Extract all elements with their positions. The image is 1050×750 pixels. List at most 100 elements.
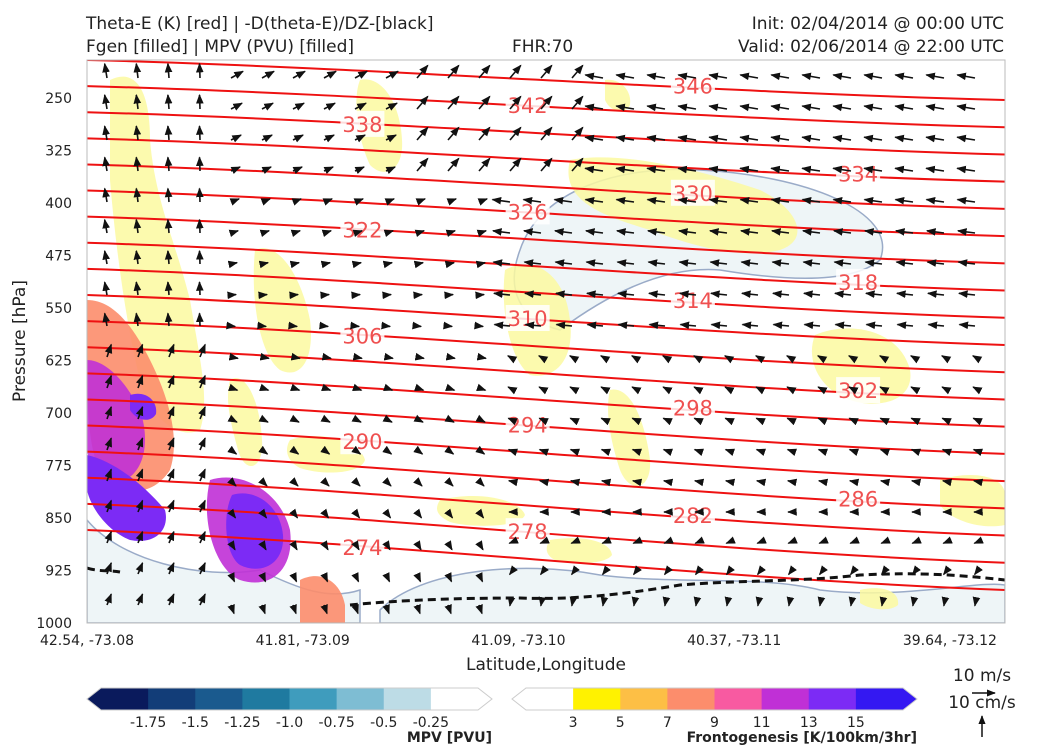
wind-vector — [478, 126, 491, 141]
wind-vector — [167, 406, 175, 420]
wind-vector — [416, 64, 429, 79]
wind-vector — [708, 72, 728, 81]
wind-vector — [351, 540, 360, 551]
wind-vector — [230, 102, 243, 111]
wind-vector — [259, 352, 270, 361]
wind-vector — [321, 352, 332, 361]
wind-vector — [320, 540, 329, 551]
wind-vector — [444, 477, 454, 487]
wind-vector — [290, 229, 301, 238]
theta-e-label-bg — [340, 216, 385, 243]
wind-vector — [291, 198, 302, 206]
theta-e-contour-label: 326 — [508, 200, 548, 224]
wind-vector — [801, 103, 821, 112]
wind-vector — [522, 196, 542, 205]
wind-vector — [910, 386, 921, 395]
wind-vector — [493, 290, 511, 299]
wind-vector — [416, 157, 429, 172]
wind-vector — [102, 62, 110, 79]
wind-vector — [786, 417, 797, 426]
wind-vector — [475, 604, 483, 615]
wind-vector — [166, 593, 175, 606]
wind-vector — [956, 196, 976, 205]
wind-vector — [260, 198, 271, 206]
wind-vector — [540, 157, 553, 172]
wind-vector — [413, 572, 422, 583]
y-axis-label: Pressure [hPa] — [10, 280, 30, 402]
x-tick-label: 41.81, -73.09 — [256, 633, 350, 649]
wind-vector — [477, 198, 488, 206]
wind-vector — [104, 561, 112, 575]
colorbar-tick-label: 5 — [616, 715, 625, 731]
wind-vector — [164, 281, 173, 296]
wind-vector — [197, 593, 206, 606]
y-tick-label: 775 — [45, 459, 72, 475]
colorbar-extend — [87, 688, 101, 710]
frontogenesis-colorbar: 3 5 7 9 11 13 15 — [511, 687, 918, 731]
wind-vector — [351, 260, 363, 269]
wind-vector — [523, 259, 542, 267]
fgen-region — [605, 79, 631, 112]
wind-vector — [569, 386, 580, 395]
wind-vector — [476, 352, 487, 361]
wind-vector — [894, 134, 914, 143]
x-tick-label: 40.37, -73.11 — [687, 633, 781, 649]
wind-vector — [925, 134, 945, 143]
wind-vector — [631, 386, 642, 395]
wind-vector — [415, 198, 426, 206]
wind-vector — [135, 530, 144, 544]
wind-vector — [475, 414, 486, 423]
wind-vector — [413, 477, 423, 487]
wind-vector — [493, 321, 511, 330]
wind-vector — [786, 355, 797, 364]
wind-vector — [631, 417, 642, 426]
wind-vector — [926, 259, 945, 267]
wind-vector — [414, 383, 425, 392]
wind-vector — [524, 321, 542, 330]
wind-vector — [478, 157, 491, 172]
wind-vector — [230, 166, 241, 175]
theta-e-contour-label: 286 — [838, 487, 878, 511]
wind-vector — [444, 604, 452, 615]
wind-vector — [445, 229, 456, 238]
wind-vector — [104, 499, 112, 513]
wind-vector — [133, 281, 142, 296]
theta-e-label-bg — [340, 534, 385, 560]
wind-vector — [351, 414, 362, 423]
wind-vector — [383, 229, 394, 238]
wind-vector — [445, 352, 456, 361]
wind-vector — [648, 290, 666, 299]
wind-vector — [261, 70, 275, 79]
y-tick-label: 325 — [45, 144, 72, 160]
wind-vector — [320, 572, 329, 583]
theta-e-contour-label: 338 — [342, 113, 382, 137]
wind-vector — [739, 196, 759, 205]
wind-vector — [164, 218, 173, 234]
wind-vector — [956, 72, 976, 81]
wind-vector — [229, 198, 240, 206]
wind-vector — [476, 383, 487, 392]
wind-vector — [615, 103, 635, 112]
wind-vector — [648, 321, 666, 330]
theta-e-contour-label: 274 — [342, 536, 382, 560]
wind-vector — [571, 126, 584, 141]
wind-vector — [972, 386, 983, 395]
theta-e-contour-label: 322 — [342, 219, 382, 243]
wind-vector — [540, 126, 553, 141]
wind-vector — [444, 445, 455, 455]
wind-vector — [585, 259, 604, 267]
wind-vector — [646, 134, 666, 143]
wind-vector — [584, 103, 604, 112]
wind-vector — [724, 386, 735, 395]
wind-vector — [292, 102, 305, 111]
wind-vector — [292, 166, 303, 175]
wind-vector — [646, 72, 666, 81]
wind-vector — [677, 134, 697, 143]
wind-vector — [834, 290, 852, 299]
wind-vector — [801, 196, 821, 205]
wind-vector — [475, 540, 484, 551]
wind-vector — [475, 445, 486, 455]
x-axis-ticks: 42.54, -73.08 41.81, -73.09 41.09, -73.10 4… — [40, 633, 997, 649]
wind-vector — [585, 228, 604, 236]
wind-vector — [540, 64, 553, 79]
